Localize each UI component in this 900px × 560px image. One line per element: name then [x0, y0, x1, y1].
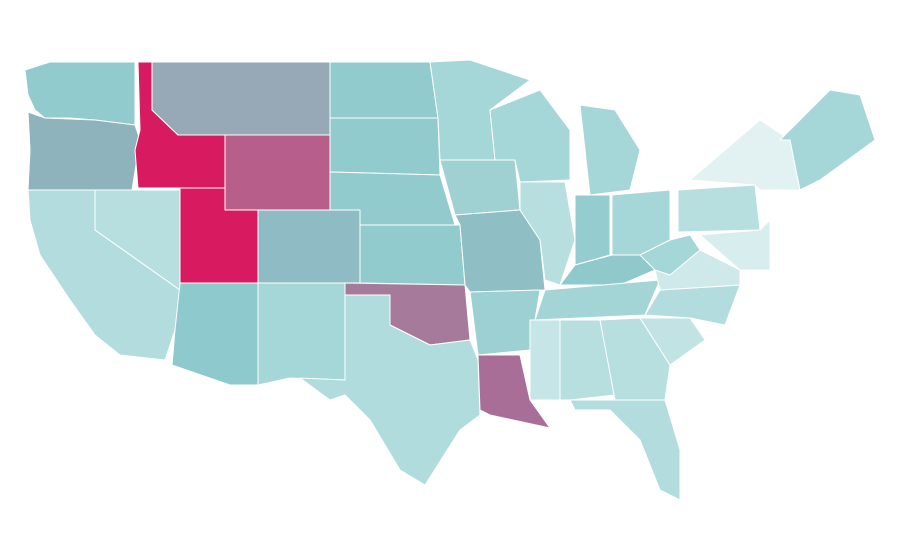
- state-region: [574, 194, 611, 266]
- state-region: [677, 184, 761, 233]
- state-region: [359, 224, 466, 286]
- state-region: [569, 399, 681, 501]
- state-region: [257, 282, 346, 386]
- state-region: [519, 181, 576, 286]
- state-region: [257, 209, 361, 284]
- state-region: [329, 61, 439, 119]
- state-region: [699, 219, 771, 271]
- state-region: [489, 89, 571, 183]
- state-region: [529, 319, 561, 401]
- state-region: [299, 294, 481, 486]
- state-region: [477, 354, 551, 429]
- state-region: [151, 61, 331, 136]
- state-region: [171, 282, 259, 386]
- state-region: [689, 119, 801, 191]
- state-region: [779, 89, 876, 191]
- state-region: [644, 284, 741, 326]
- state-region: [639, 234, 701, 276]
- state-region: [559, 319, 616, 401]
- state-region: [27, 111, 141, 191]
- state-region: [24, 61, 136, 126]
- state-region: [329, 117, 441, 176]
- state-region: [559, 254, 656, 286]
- state-region: [439, 159, 521, 216]
- state-region: [639, 317, 706, 366]
- state-region: [579, 104, 641, 196]
- state-region: [534, 279, 661, 321]
- state-region: [224, 134, 331, 211]
